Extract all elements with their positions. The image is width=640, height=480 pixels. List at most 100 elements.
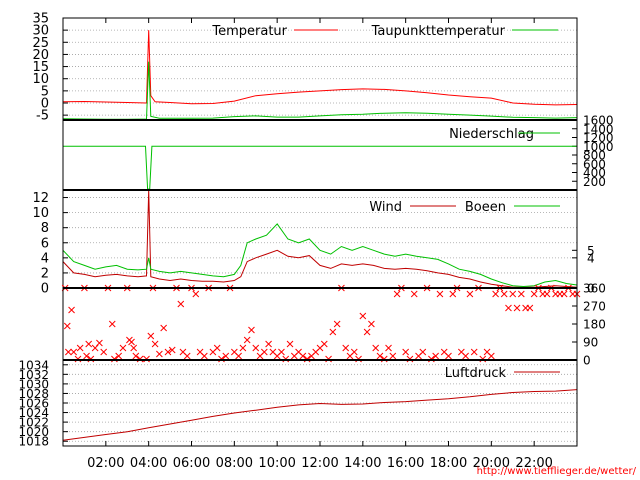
legend-boeen: Boeen [465, 200, 506, 215]
wind-direction-point [83, 352, 90, 360]
wind-direction-point [492, 290, 499, 298]
pres-ytick-label: 1032 [18, 368, 49, 382]
wind-ytick-label: 12 [32, 191, 49, 206]
wind-direction-point [385, 344, 392, 352]
temp-ytick-label: 30 [32, 24, 49, 39]
wind-direction-point [517, 290, 525, 298]
wind-direction-point [147, 332, 155, 340]
wind-direction-point [168, 346, 176, 354]
wind-direction-point [96, 339, 103, 347]
x-tick-label: 20:00 [473, 456, 510, 471]
temperature-legend: Temperatur Taupunkttemperatur [211, 24, 558, 39]
temp-ytick-label: 15 [32, 60, 49, 75]
wind-direction-point [466, 290, 474, 298]
x-tick-label: 14:00 [344, 456, 381, 471]
luftdruck-line [62, 389, 578, 441]
temp-ytick-label: 5 [41, 84, 49, 99]
wind-direction-frame [62, 287, 578, 361]
wind-direction-point [265, 340, 272, 348]
wind-direction-point [85, 340, 93, 348]
wind-direction-point [239, 344, 247, 352]
temp-ytick-label: 10 [32, 72, 49, 87]
pres-ytick-label: 1030 [18, 377, 49, 391]
wind-direction-point [560, 290, 568, 298]
dir-ytick-label: 270 [583, 300, 606, 314]
wind-direction-point [299, 352, 307, 360]
rain-ytick-label: 1600 [583, 114, 614, 128]
pres-ytick-label: 1034 [18, 358, 49, 372]
wind-ytick-right-label: 5 [587, 244, 595, 258]
wind-direction-point [445, 352, 452, 360]
footer-url[interactable]: http://www.tiefflieger.de/wetter/ [477, 466, 637, 477]
wind-direction-point [164, 348, 172, 356]
wind-direction-point [505, 304, 512, 312]
pres-ytick-label: 1018 [18, 435, 49, 449]
wind-direction-point [449, 290, 457, 298]
x-tick-label: 10:00 [258, 456, 295, 471]
wind-direction-point [63, 322, 71, 330]
temp-ytick-label: 0 [41, 97, 49, 112]
wind-direction-point [177, 300, 185, 308]
boeen-line [62, 223, 578, 288]
pres-ytick-label: 1026 [18, 397, 49, 411]
wind-direction-point [222, 352, 230, 360]
wind-ytick-label: 10 [32, 206, 49, 221]
wind-ytick-right-label: 4 [587, 251, 595, 265]
wind-direction-point [260, 348, 268, 356]
rain-ytick-label: 1400 [583, 122, 614, 136]
wind-direction-point [329, 328, 337, 336]
wind-direction-point [372, 344, 380, 352]
temp-ytick-label: 25 [32, 36, 49, 51]
wind-direction-point [487, 352, 495, 360]
legend-niederschlag: Niederschlag [449, 127, 534, 142]
wind-ytick-label: 2 [41, 266, 49, 281]
x-tick-label: 22:00 [515, 456, 552, 471]
wind-direction-point [513, 304, 521, 312]
wind-direction-point [462, 352, 469, 360]
wind-direction-point [419, 348, 427, 356]
wind-direction-point [500, 290, 508, 298]
wind-direction-point [235, 352, 242, 360]
x-tick-label: 08:00 [216, 456, 253, 471]
x-tick-label: 16:00 [387, 456, 424, 471]
wind-direction-point [192, 290, 200, 298]
wind-direction-point [320, 340, 328, 348]
rain-ytick-label: 400 [583, 166, 606, 180]
wind-direction-point [65, 348, 72, 356]
wind-direction-point [100, 348, 108, 356]
wind-direction-point [350, 348, 358, 356]
dir-ytick-label: 0 [583, 354, 591, 368]
wind-direction-point [91, 344, 99, 352]
wind-direction-point [470, 348, 478, 356]
rain-ytick-label: 200 [583, 175, 606, 189]
wind-direction-point [363, 328, 371, 336]
wind-direction-point [389, 352, 397, 360]
niederschlag-line [63, 145, 577, 190]
pres-ytick-label: 1022 [18, 416, 49, 430]
wind-direction-point [252, 344, 260, 352]
wind-direction-point [342, 344, 350, 352]
temperatur-line [62, 30, 578, 106]
x-tick-label: 12:00 [301, 456, 338, 471]
dir-ytick-label: 90 [583, 336, 598, 350]
x-tick-label: 06:00 [173, 456, 210, 471]
wind-direction-point [402, 348, 410, 356]
legend-temperatur: Temperatur [211, 24, 287, 39]
rain-ytick-label: 600 [583, 157, 606, 171]
wind-direction-point [432, 352, 440, 360]
wind-direction-point [76, 344, 84, 352]
wind-ytick-label: 6 [41, 236, 49, 251]
wind-ytick-label: 8 [41, 221, 49, 236]
wind-direction-point [376, 352, 384, 360]
rain-ytick-label: 800 [583, 149, 606, 163]
wind-direction-point [115, 352, 123, 360]
wind-direction-point [333, 320, 341, 328]
x-tick-label: 18:00 [430, 456, 467, 471]
wind-direction-point [543, 290, 551, 298]
rain-ytick-label: 1000 [583, 140, 614, 154]
wind-direction-point [68, 306, 75, 314]
wind-direction-point [183, 352, 191, 360]
